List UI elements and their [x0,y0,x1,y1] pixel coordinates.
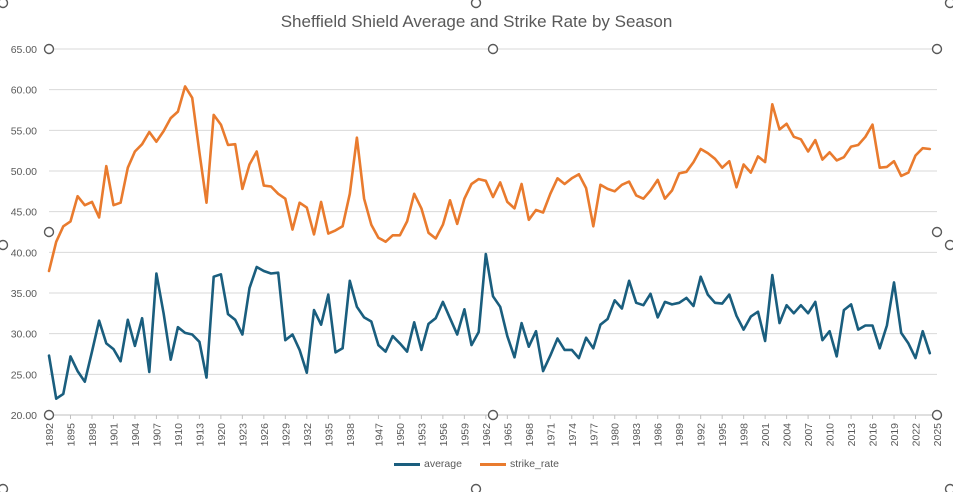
legend-swatch-average [394,462,420,466]
x-tick-label: 1907 [151,423,163,447]
x-tick-label: 1904 [130,423,142,447]
x-tick-label: 1910 [173,423,185,447]
series-lines [47,85,932,401]
x-tick-label: 1923 [237,423,249,447]
chart-resize-handle[interactable] [470,483,482,492]
y-tick-label: 35.00 [11,288,37,300]
x-tick-label: 2013 [846,423,858,447]
y-tick-label: 45.00 [11,207,37,219]
x-tick-label: 1926 [259,423,271,447]
x-tick-label: 2010 [825,423,837,447]
chart-resize-handle[interactable] [944,239,953,251]
chart-resize-handle[interactable] [470,0,482,9]
x-tick-label: 1977 [588,423,600,447]
y-tick-label: 25.00 [11,369,37,381]
x-tick-label: 1980 [610,423,622,447]
x-tick-label: 1998 [739,423,751,447]
y-tick-label: 30.00 [11,329,37,341]
x-tick-label: 1947 [373,423,385,447]
x-tick-label: 1974 [567,423,579,447]
x-tick-label: 1971 [545,423,557,447]
y-axis: 20.00 25.00 30.00 35.00 40.00 45.00 50.00 55.00… [11,44,37,422]
chart-resize-handle[interactable] [944,0,953,9]
x-tick-label: 1965 [502,423,514,447]
x-tick-label: 1959 [459,423,471,447]
x-tick-label: 2022 [911,423,923,447]
chart-resize-handle[interactable] [944,483,953,492]
legend-swatch-strike-rate [479,462,506,466]
x-tick-label: 1956 [438,423,450,447]
x-tick-label: 1983 [631,423,643,447]
chart-resize-handle[interactable] [0,483,9,492]
chart-resize-handle[interactable] [0,0,9,9]
y-tick-label: 20.00 [11,410,37,422]
x-tick-label: 2019 [889,423,901,447]
legend-item-strike-rate: strike_rate [479,458,559,470]
x-tick-label: 2001 [760,423,772,447]
plot-resize-handle[interactable] [931,226,943,238]
chart-title: Sheffield Shield Average and Strike Rate… [280,12,673,31]
chart-resize-handle[interactable] [0,239,9,251]
plot-resize-handle[interactable] [487,43,499,55]
x-tick-label: 1935 [323,423,335,447]
plot-resize-handle[interactable] [43,226,55,238]
x-tick-label: 2025 [932,423,944,447]
x-tick-label: 1901 [108,423,120,447]
plot-resize-handle[interactable] [931,409,943,421]
x-tick-label: 2016 [868,423,880,447]
y-tick-label: 55.00 [11,125,37,137]
plot-resize-handle[interactable] [931,43,943,55]
x-tick-label: 1938 [345,423,357,447]
plot-resize-handle[interactable] [43,43,55,55]
x-tick-label: 2004 [782,423,794,447]
y-tick-label: 60.00 [11,85,37,97]
x-tick-label: 1932 [302,423,314,447]
x-tick-label: 1953 [416,423,428,447]
y-tick-label: 50.00 [11,166,37,178]
x-tick-label: 1962 [481,423,493,447]
series-line-strike-rate[interactable] [47,85,932,273]
legend-label-strike-rate: strike_rate [509,458,559,470]
x-axis: 1892 1895 1898 1901 1904 1907 1910 1913 1920 1923… [44,415,944,446]
legend-label-average: average [424,458,462,470]
x-tick-label: 1989 [674,423,686,447]
x-tick-label: 1950 [395,423,407,447]
x-tick-label: 1968 [524,423,536,447]
legend: average strike_rate [0,458,953,470]
plot-resize-handle[interactable] [487,409,499,421]
gridlines [49,48,937,416]
x-tick-label: 2007 [803,423,815,447]
x-tick-label: 1929 [280,423,292,447]
legend-item-average: average [394,458,462,470]
y-tick-label: 65.00 [11,44,37,56]
x-tick-label: 1898 [87,423,99,447]
x-tick-label: 1995 [717,423,729,447]
x-tick-label: 1992 [696,423,708,447]
plot-resize-handle[interactable] [43,409,55,421]
y-tick-label: 40.00 [11,247,37,259]
x-tick-label: 1913 [194,423,206,447]
series-line-average[interactable] [47,252,932,401]
x-tick-label: 1920 [216,423,228,447]
x-tick-label: 1892 [44,423,56,447]
x-tick-label: 1895 [65,423,77,447]
x-tick-label: 1986 [653,423,665,447]
